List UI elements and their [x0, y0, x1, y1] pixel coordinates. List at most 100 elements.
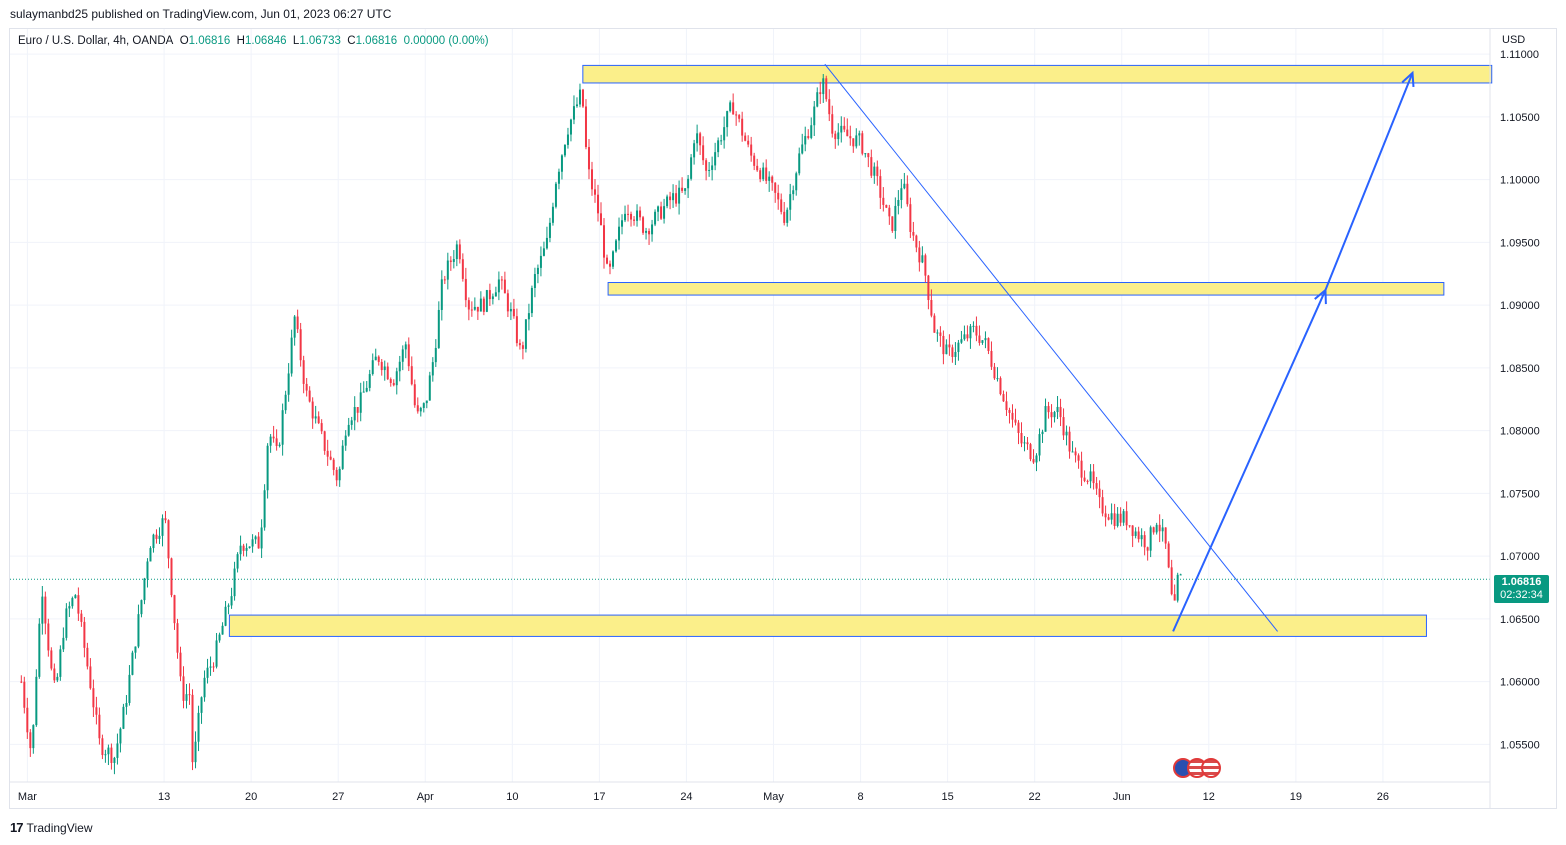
candle-body: [443, 279, 446, 281]
candle-body: [143, 578, 146, 601]
candle-body: [578, 89, 581, 105]
candle-body: [479, 298, 482, 312]
candle-body: [789, 194, 792, 210]
candle-body: [521, 345, 524, 349]
candle-body: [98, 714, 101, 739]
candle-body: [1014, 419, 1017, 423]
candle-body: [173, 595, 176, 624]
candle-body: [1029, 444, 1032, 460]
candle-body: [542, 248, 545, 256]
candle-body: [242, 545, 245, 551]
candle-body: [621, 220, 624, 227]
candle-body: [759, 170, 762, 180]
candle-body: [765, 167, 768, 181]
candle-body: [212, 666, 215, 668]
candle-body: [816, 92, 819, 107]
candle-body: [606, 257, 609, 264]
candle-body: [101, 738, 104, 756]
candle-body: [1056, 406, 1059, 413]
candle-body: [693, 143, 696, 158]
candle-body: [533, 274, 536, 288]
candle-body: [338, 468, 341, 481]
candle-body: [972, 325, 975, 327]
candle-body: [461, 259, 464, 279]
candle-body: [131, 652, 134, 675]
candle-body: [849, 136, 852, 139]
candle-body: [347, 424, 350, 436]
candle-body: [509, 308, 512, 312]
zones: [228, 64, 1493, 637]
event-flags[interactable]: [1173, 758, 1221, 778]
candle-body: [633, 219, 636, 221]
candle-body: [149, 548, 152, 562]
candle-body: [1089, 471, 1092, 482]
candle-body: [191, 694, 194, 763]
symbol-label[interactable]: Euro / U.S. Dollar, 4h, OANDA: [18, 35, 174, 47]
candle-body: [254, 536, 257, 540]
candle-body: [927, 275, 930, 301]
candle-body: [266, 445, 269, 491]
candle-body: [900, 188, 903, 200]
candle-body: [350, 420, 353, 425]
candle-body: [807, 136, 810, 138]
annotation-lines: [10, 63, 1490, 632]
support-resistance-zone: [582, 64, 1493, 84]
candle-body: [584, 106, 587, 148]
x-tick-label: 15: [941, 791, 953, 803]
candle-body: [1107, 517, 1110, 520]
candle-body: [915, 235, 918, 248]
candle-body: [389, 379, 392, 383]
candle-body: [560, 155, 563, 172]
candle-body: [1152, 527, 1155, 533]
current-price-value: 1.06816: [1501, 576, 1542, 588]
candle-body: [1164, 527, 1167, 544]
candle-body: [500, 279, 503, 281]
candle-body: [1140, 535, 1143, 540]
candle-body: [990, 350, 993, 367]
candle-body: [1008, 410, 1011, 413]
candle-body: [879, 176, 882, 198]
candle-body: [305, 383, 308, 391]
footer-brand[interactable]: 17 TradingView: [10, 820, 93, 835]
candle-body: [735, 114, 738, 116]
candle-body: [615, 240, 618, 252]
candle-body: [783, 211, 786, 223]
candle-body: [1101, 497, 1104, 514]
candle-body: [804, 136, 807, 145]
candle-body: [834, 133, 837, 140]
candle-body: [723, 127, 726, 141]
candle-body: [1146, 547, 1149, 551]
candle-body: [855, 135, 858, 147]
candle-body: [494, 292, 497, 297]
candle-body: [284, 394, 287, 411]
candle-body: [185, 694, 188, 701]
candle-body: [975, 325, 978, 336]
candle-body: [1158, 524, 1161, 532]
candle-body: [1071, 451, 1074, 453]
candle-body: [984, 338, 987, 341]
y-tick-label: 1.08000: [1500, 426, 1540, 438]
candles: [20, 74, 1182, 775]
candle-body: [407, 344, 410, 367]
x-tick-label: 13: [158, 791, 170, 803]
candle-body: [678, 187, 681, 204]
publisher-credit: sulaymanbd25 published on TradingView.co…: [10, 7, 392, 21]
candle-body: [843, 125, 846, 130]
candle-body: [1035, 455, 1038, 463]
candle-body: [104, 754, 107, 756]
candle-body: [1131, 525, 1134, 536]
x-tick-label: 8: [858, 791, 864, 803]
candle-body: [924, 255, 927, 276]
candle-body: [930, 300, 933, 316]
x-tick-label: 27: [332, 791, 344, 803]
candle-body: [603, 225, 606, 258]
y-tick-label: 1.08500: [1500, 363, 1540, 375]
candle-body: [110, 747, 113, 763]
candle-body: [1074, 451, 1077, 456]
us-flag-icon[interactable]: [1201, 758, 1221, 778]
candle-body: [639, 210, 642, 218]
candle-body: [942, 335, 945, 355]
candle-body: [458, 244, 461, 260]
x-tick-label: 20: [245, 791, 257, 803]
